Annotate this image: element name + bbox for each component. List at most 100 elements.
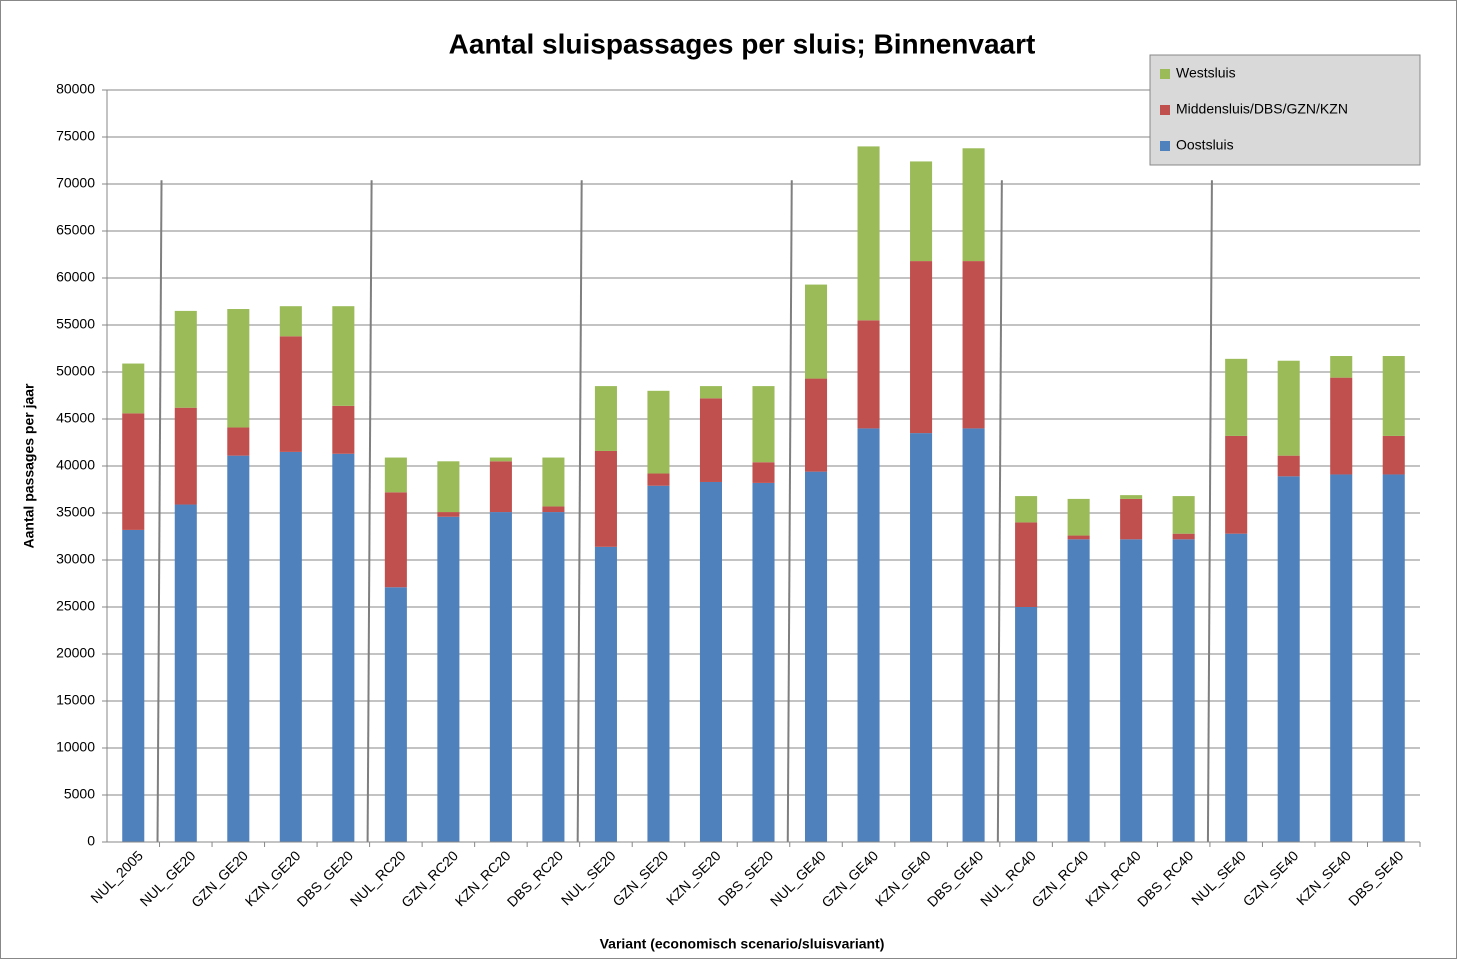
bar-segment <box>1330 474 1353 842</box>
bar-segment <box>1067 539 1090 842</box>
y-tick-label: 80000 <box>56 81 95 97</box>
bar-segment <box>1277 360 1300 456</box>
legend-swatch <box>1160 105 1170 115</box>
bar-segment <box>699 481 723 842</box>
y-tick-label: 65000 <box>56 222 95 238</box>
bar-segment <box>910 161 933 262</box>
bar-segment <box>279 451 302 842</box>
bar-segment <box>227 455 250 842</box>
bar-segment <box>910 433 933 842</box>
bar-segment <box>857 428 880 842</box>
bar-segment <box>489 512 512 842</box>
bar-segment <box>910 261 933 434</box>
bar-segment <box>594 546 617 842</box>
bar-segment <box>542 512 565 842</box>
bar-segment <box>752 386 775 463</box>
bar-segment <box>804 284 828 379</box>
bar-segment <box>489 457 512 462</box>
bar-segment <box>752 462 775 483</box>
y-tick-label: 55000 <box>56 316 95 332</box>
bar-segment <box>647 473 670 486</box>
bar-segment <box>699 386 723 399</box>
y-tick-label: 60000 <box>56 269 95 285</box>
bar-segment <box>332 306 355 406</box>
bar-segment <box>1225 435 1248 534</box>
bar-segment <box>174 407 197 505</box>
bar-segment <box>542 506 565 513</box>
bar-segment <box>279 336 302 452</box>
bar-segment <box>647 485 670 842</box>
bar-segment <box>752 482 775 842</box>
legend-swatch <box>1160 69 1170 79</box>
bar-segment <box>594 386 617 451</box>
bar-segment <box>122 363 145 414</box>
bar-segment <box>1172 539 1195 842</box>
bar-segment <box>384 457 407 493</box>
bar-segment <box>647 390 670 474</box>
bar-segment <box>1172 496 1195 534</box>
group-separator <box>366 180 373 843</box>
bar-segment <box>227 427 250 456</box>
group-separator <box>996 180 1003 843</box>
bar-segment <box>1382 435 1405 475</box>
bar-segment <box>1382 356 1405 436</box>
bar-segment <box>1067 535 1090 540</box>
bar-segment <box>279 306 302 337</box>
y-tick-label: 50000 <box>56 363 95 379</box>
y-tick-label: 5000 <box>64 786 95 802</box>
group-separator <box>156 180 163 843</box>
bar-segment <box>1225 533 1248 842</box>
y-tick-label: 10000 <box>56 739 95 755</box>
y-tick-label: 45000 <box>56 410 95 426</box>
bar-segment <box>1382 474 1405 842</box>
bar-segment <box>384 492 407 588</box>
bar-segment <box>227 309 250 428</box>
bar-segment <box>1120 498 1143 540</box>
group-separator <box>576 180 583 843</box>
y-tick-label: 30000 <box>56 551 95 567</box>
bar-segment <box>1015 522 1038 607</box>
y-tick-label: 0 <box>87 833 95 849</box>
bar-segment <box>122 413 145 530</box>
bar-segment <box>804 471 828 842</box>
bar-segment <box>1015 607 1038 842</box>
bar-segment <box>174 310 197 408</box>
group-separator <box>1206 180 1213 843</box>
bar-segment <box>857 146 880 321</box>
y-tick-label: 35000 <box>56 504 95 520</box>
bar-segment <box>332 405 355 454</box>
group-separator <box>786 180 793 843</box>
bar-segment <box>437 512 460 517</box>
bar-segment <box>122 529 145 842</box>
y-tick-label: 25000 <box>56 598 95 614</box>
bar-segment <box>332 453 355 842</box>
bar-segment <box>1225 358 1248 436</box>
y-tick-label: 15000 <box>56 692 95 708</box>
bar-segment <box>857 320 880 429</box>
bar-segment <box>174 504 197 842</box>
bar-segment <box>384 587 407 842</box>
bar-segment <box>437 516 460 842</box>
legend-label: Middensluis/DBS/GZN/KZN <box>1176 101 1348 117</box>
bar-segment <box>1277 455 1300 477</box>
bar-segment <box>1067 498 1090 536</box>
legend-label: Westsluis <box>1176 65 1236 81</box>
y-tick-label: 20000 <box>56 645 95 661</box>
bar-segment <box>1172 533 1195 540</box>
bar-segment <box>489 461 512 513</box>
bar-segment <box>594 450 617 547</box>
legend-label: Oostsluis <box>1176 137 1234 153</box>
bar-segment <box>1330 356 1353 378</box>
y-tick-label: 70000 <box>56 175 95 191</box>
legend-swatch <box>1160 141 1170 151</box>
bar-segment <box>1277 476 1300 842</box>
bar-segment <box>699 398 723 482</box>
chart-title: Aantal sluispassages per sluis; Binnenva… <box>449 28 1036 59</box>
x-axis-label: Variant (economisch scenario/sluisvarian… <box>600 936 885 952</box>
y-axis-label: Aantal passages per jaar <box>21 383 37 549</box>
bar-segment <box>1330 377 1353 475</box>
bar-segment <box>1120 539 1143 842</box>
bar-segment <box>437 461 460 513</box>
bar-segment <box>962 261 985 429</box>
